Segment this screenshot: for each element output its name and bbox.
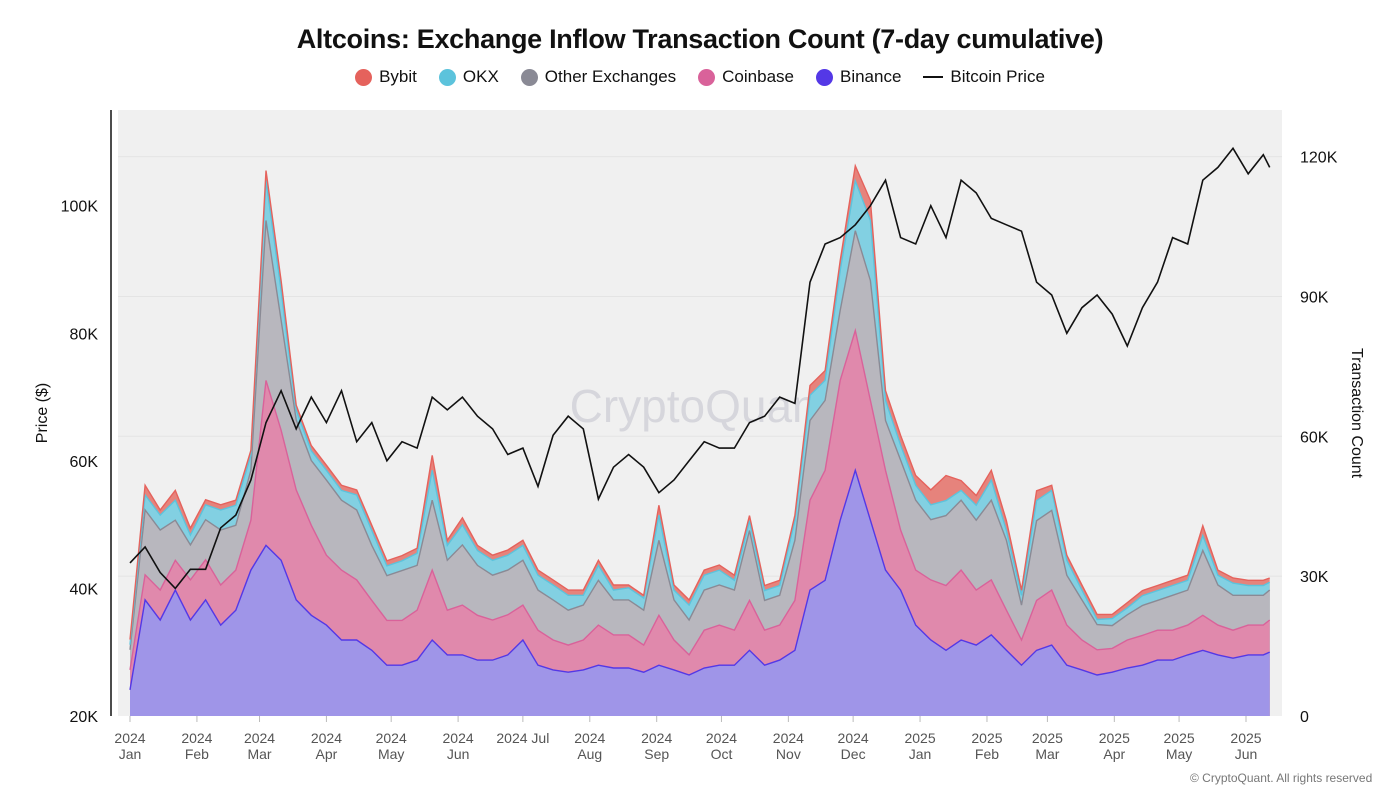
x-tick-label: Apr <box>1103 746 1125 762</box>
x-tick-label: 2025 <box>1230 730 1261 746</box>
legend-label: Binance <box>839 67 902 86</box>
right-tick-label: 30K <box>1300 569 1329 586</box>
x-tick-label: Oct <box>711 746 733 762</box>
x-tick-label: 2024 <box>244 730 275 746</box>
x-tick-label: Jun <box>1235 746 1258 762</box>
x-tick-label: 2025 <box>971 730 1002 746</box>
area-coinbase <box>130 330 1270 716</box>
x-tick-label: Mar <box>247 746 271 762</box>
area-edge-okx <box>129 178 1271 645</box>
area-edge-other-exchanges <box>129 220 1271 650</box>
x-tick-label: 2024 <box>311 730 342 746</box>
bybit-marker-icon <box>355 68 373 86</box>
coinbase-marker-icon <box>698 68 716 86</box>
x-tick-label: Nov <box>776 746 801 762</box>
right-tick-label: 0 <box>1300 709 1309 726</box>
x-tick-label: Feb <box>975 746 999 762</box>
watermark: CryptoQuant <box>570 380 831 432</box>
legend-item-okx[interactable]: OKX <box>438 67 499 87</box>
left-tick-label: 80K <box>70 326 99 343</box>
left-tick-label: 40K <box>70 581 99 598</box>
right-tick-label: 60K <box>1300 429 1329 446</box>
legend: Bybit OKX Other Exchanges Coinbase Binan… <box>0 67 1400 87</box>
x-tick-label: May <box>378 746 404 762</box>
x-tick-label: Jan <box>119 746 142 762</box>
x-tick-label: May <box>1166 746 1192 762</box>
left-tick-label: 100K <box>61 199 99 216</box>
x-tick-label: 2024 <box>706 730 737 746</box>
left-tick-label: 20K <box>70 709 99 726</box>
line-marker-icon <box>923 76 944 78</box>
x-tick-label: Apr <box>316 746 338 762</box>
x-tick-label: Mar <box>1035 746 1059 762</box>
x-tick-label: 2025 <box>904 730 935 746</box>
chart-title: Altcoins: Exchange Inflow Transaction Co… <box>296 24 1104 54</box>
area-edge-coinbase <box>129 327 1271 671</box>
x-tick-label: 2024 <box>838 730 869 746</box>
right-axis-title: Transaction Count <box>1348 348 1365 479</box>
legend-label: Bybit <box>379 67 417 86</box>
x-tick-label: 2024 <box>641 730 672 746</box>
x-tick-label: 2024 <box>376 730 407 746</box>
left-axis-title: Price ($) <box>34 383 51 443</box>
legend-label: OKX <box>462 67 499 86</box>
x-tick-label: 2024 <box>574 730 605 746</box>
area-edge-bybit <box>129 163 1270 640</box>
x-tick-label: Feb <box>185 746 209 762</box>
legend-item-other[interactable]: Other Exchanges <box>520 67 677 87</box>
x-tick-label: Dec <box>841 746 866 762</box>
x-tick-label: 2025 <box>1099 730 1130 746</box>
right-tick-label: 120K <box>1300 150 1338 167</box>
x-tick-label: Jun <box>447 746 470 762</box>
x-tick-label: Sep <box>644 746 669 762</box>
other-marker-icon <box>520 68 538 86</box>
x-tick-label: 2025 <box>1164 730 1195 746</box>
area-edge-binance <box>129 467 1270 691</box>
legend-label: Other Exchanges <box>544 67 677 86</box>
legend-label: Coinbase <box>722 67 794 86</box>
x-tick-label: 2024 <box>773 730 804 746</box>
legend-item-coinbase[interactable]: Coinbase <box>698 67 794 87</box>
x-tick-label: 2024 <box>181 730 212 746</box>
okx-marker-icon <box>438 68 456 86</box>
x-tick-label: 2024 <box>114 730 145 746</box>
line-bitcoin-price <box>129 146 1271 590</box>
copyright: © CryptoQuant. All rights reserved <box>1190 771 1373 785</box>
right-tick-label: 90K <box>1300 289 1329 306</box>
area-binance <box>130 470 1270 716</box>
legend-item-binance[interactable]: Binance <box>815 67 902 87</box>
legend-item-bybit[interactable]: Bybit <box>355 67 417 87</box>
legend-label: Bitcoin Price <box>950 67 1045 86</box>
x-tick-label: 2024 <box>443 730 474 746</box>
legend-item-bitcoin-price[interactable]: Bitcoin Price <box>923 67 1045 87</box>
x-tick-label: Jan <box>909 746 932 762</box>
left-tick-label: 60K <box>70 454 99 471</box>
x-tick-label: 2025 <box>1032 730 1063 746</box>
binance-marker-icon <box>815 68 833 86</box>
x-tick-label: Aug <box>577 746 602 762</box>
x-tick-label: 2024 Jul <box>496 730 549 746</box>
